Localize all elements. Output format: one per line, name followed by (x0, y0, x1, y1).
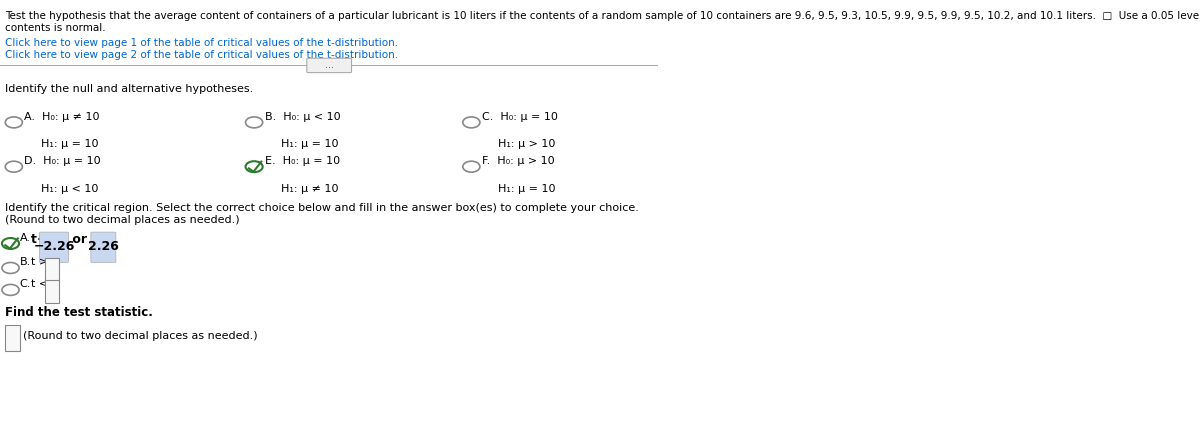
Text: B.: B. (19, 257, 31, 268)
Text: t >: t > (31, 257, 48, 268)
Text: (Round to two decimal places as needed.): (Round to two decimal places as needed.) (5, 215, 240, 225)
Text: E.  H₀: μ = 10: E. H₀: μ = 10 (265, 156, 340, 166)
Text: H₁: μ ≠ 10: H₁: μ ≠ 10 (281, 184, 338, 194)
FancyBboxPatch shape (91, 232, 116, 262)
Text: 2.26: 2.26 (88, 240, 119, 253)
Text: A.  H₀: μ ≠ 10: A. H₀: μ ≠ 10 (24, 112, 100, 122)
Text: (Round to two decimal places as needed.): (Round to two decimal places as needed.) (23, 331, 258, 341)
Text: Identify the critical region. Select the correct choice below and fill in the an: Identify the critical region. Select the… (5, 203, 640, 213)
FancyBboxPatch shape (44, 280, 59, 303)
Text: B.  H₀: μ < 10: B. H₀: μ < 10 (265, 112, 341, 122)
Text: H₁: μ = 10: H₁: μ = 10 (498, 184, 556, 194)
FancyBboxPatch shape (5, 325, 20, 351)
Text: H₁: μ < 10: H₁: μ < 10 (41, 184, 98, 194)
Text: Test the hypothesis that the average content of containers of a particular lubri: Test the hypothesis that the average con… (5, 11, 1200, 21)
Text: D.  H₀: μ = 10: D. H₀: μ = 10 (24, 156, 101, 166)
Text: or t>: or t> (68, 233, 116, 246)
Text: −2.26: −2.26 (34, 240, 74, 253)
FancyBboxPatch shape (40, 232, 68, 262)
Text: contents is normal.: contents is normal. (5, 23, 106, 33)
Text: Click here to view page 1 of the table of critical values of the t-distribution.: Click here to view page 1 of the table o… (5, 38, 398, 48)
Text: H₁: μ = 10: H₁: μ = 10 (281, 139, 338, 149)
Text: t<: t< (31, 233, 52, 246)
FancyBboxPatch shape (307, 58, 352, 73)
Text: C.: C. (19, 279, 31, 289)
Text: ...: ... (325, 60, 334, 70)
Text: t <: t < (31, 279, 48, 289)
Text: H₁: μ = 10: H₁: μ = 10 (41, 139, 98, 149)
Text: Find the test statistic.: Find the test statistic. (5, 306, 154, 319)
Text: C.  H₀: μ = 10: C. H₀: μ = 10 (482, 112, 558, 122)
Text: A.: A. (19, 233, 31, 243)
Text: F.  H₀: μ > 10: F. H₀: μ > 10 (482, 156, 554, 166)
FancyBboxPatch shape (44, 258, 59, 281)
Text: H₁: μ > 10: H₁: μ > 10 (498, 139, 556, 149)
Text: Identify the null and alternative hypotheses.: Identify the null and alternative hypoth… (5, 84, 253, 95)
Text: Click here to view page 2 of the table of critical values of the t-distribution.: Click here to view page 2 of the table o… (5, 50, 398, 60)
